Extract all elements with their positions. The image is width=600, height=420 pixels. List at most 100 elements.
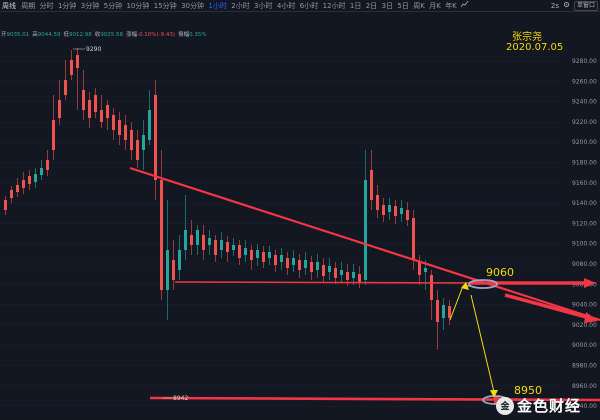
yellow-path-down (470, 294, 495, 393)
chart-grid (0, 60, 560, 407)
timeframe-5d[interactable]: 5日 (397, 1, 409, 10)
timeframe-3h[interactable]: 3小时 (254, 1, 273, 10)
price-tick-label: 9120.00 (572, 220, 597, 227)
price-tick-label: 9160.00 (572, 180, 597, 187)
indicator-icon[interactable] (459, 0, 471, 10)
candle-body (226, 242, 229, 252)
close-label: 收 (94, 32, 101, 38)
candle-body (442, 305, 445, 318)
candle-body (304, 260, 307, 268)
candle-body (22, 180, 25, 188)
candle-body (364, 180, 367, 280)
support-line (174, 281, 486, 284)
candle-body (190, 235, 193, 245)
timeframe-3d[interactable]: 3日 (381, 1, 394, 10)
symbol-label[interactable]: 周线 (2, 1, 16, 10)
price-tick-label: 9180.00 (572, 160, 597, 167)
logo-icon: 金 (496, 396, 514, 415)
target-ellipse-upper (468, 279, 498, 289)
candle-body (40, 168, 43, 175)
single-window-button[interactable]: 单窗口 (573, 0, 598, 11)
interval-label: 2s (550, 1, 559, 10)
candle-body (274, 255, 277, 265)
candle-body (100, 110, 103, 122)
candle-body (88, 100, 91, 118)
candle-body (250, 250, 253, 260)
price-tick-label: 9020.00 (572, 322, 597, 329)
timeframe-5m[interactable]: 5分钟 (103, 1, 123, 10)
gear-icon[interactable] (563, 1, 570, 10)
timeframe-2d[interactable]: 2日 (365, 1, 378, 10)
candle-body (124, 125, 127, 140)
author-label: 张宗尧 (512, 32, 542, 43)
timeframe-3m[interactable]: 3分钟 (80, 1, 100, 10)
candle-body (82, 90, 85, 110)
target-9060-label: 9060 (486, 266, 514, 279)
candle-body (358, 274, 361, 282)
chart-toolbar: 周线 周期 分时 1分钟 3分钟 5分钟 10分钟 15分钟 30分钟 1小时 … (0, 0, 600, 12)
bottom-target-line (149, 396, 600, 402)
timeframe-1d[interactable]: 1日 (349, 1, 362, 10)
candles-layer (4, 48, 451, 350)
high-label: 高 (32, 32, 38, 38)
timeframe-12h[interactable]: 12小时 (322, 1, 346, 10)
candle-body (418, 262, 421, 275)
candle-body (154, 95, 157, 180)
price-tick-label: 9100.00 (572, 241, 597, 248)
candle-body (160, 180, 163, 290)
price-tick-label: 9280.00 (572, 58, 597, 65)
change-label: 涨幅 (126, 32, 138, 38)
open-label: 开 (1, 32, 7, 38)
timeframe-1h[interactable]: 1小时 (208, 1, 227, 10)
candle-body (64, 80, 67, 95)
close-value: 9025.58 (100, 32, 124, 38)
candle-body (370, 170, 373, 200)
candle-body (178, 250, 181, 270)
timeframe-15m[interactable]: 15分钟 (153, 1, 177, 10)
candle-body (412, 218, 415, 260)
timeframe-6h[interactable]: 6小时 (299, 1, 319, 10)
price-tick-label: 9260.00 (572, 78, 597, 85)
candle-body (148, 110, 151, 140)
price-tick-label: 9080.00 (572, 261, 597, 268)
candle-body (382, 205, 385, 215)
ohlc-readout: 开9035.01 高9044.59 低9012.98 收9025.58 涨幅-0… (1, 30, 207, 38)
arrow-line-lower (504, 293, 591, 320)
timeframe-2h[interactable]: 2小时 (231, 1, 250, 10)
timeframe-realtime[interactable]: 分时 (39, 1, 54, 10)
candle-body (376, 195, 379, 210)
timeframe-1m[interactable]: 1分钟 (57, 1, 77, 10)
timeframe-10m[interactable]: 10分钟 (126, 1, 150, 10)
high-marker-text: 9290 (86, 46, 101, 53)
yellow-arrowhead-up (461, 282, 469, 290)
candle-body (328, 266, 331, 272)
candle-body (166, 250, 169, 290)
open-value: 9035.01 (6, 32, 30, 38)
candle-body (142, 135, 145, 150)
candle-body (10, 190, 13, 198)
change-value: -0.10%(-9.43) (137, 32, 176, 38)
candle-body (52, 120, 55, 150)
yellow-arrowhead-down (490, 390, 498, 398)
candle-body (256, 250, 259, 258)
candle-body (406, 210, 409, 220)
timeframe-year[interactable]: 年K (445, 1, 457, 10)
candle-body (346, 272, 349, 280)
timeframe-week[interactable]: 周K (413, 1, 425, 10)
timeframe-4h[interactable]: 4小时 (276, 1, 296, 10)
candle-body (118, 120, 121, 135)
high-value: 9044.59 (37, 32, 61, 38)
timeframe-month[interactable]: 月K (429, 1, 441, 10)
candle-body (286, 258, 289, 268)
candle-body (394, 206, 397, 216)
price-tick-label: 9000.00 (572, 342, 597, 349)
timeframe-30m[interactable]: 30分钟 (181, 1, 204, 10)
timeframe-period[interactable]: 周期 (21, 1, 36, 10)
amplitude-value: 0.35% (189, 32, 207, 38)
candle-body (70, 60, 73, 75)
candle-body (280, 255, 283, 262)
candle-body (352, 272, 355, 278)
candle-body (436, 300, 439, 322)
candle-body (94, 95, 97, 112)
